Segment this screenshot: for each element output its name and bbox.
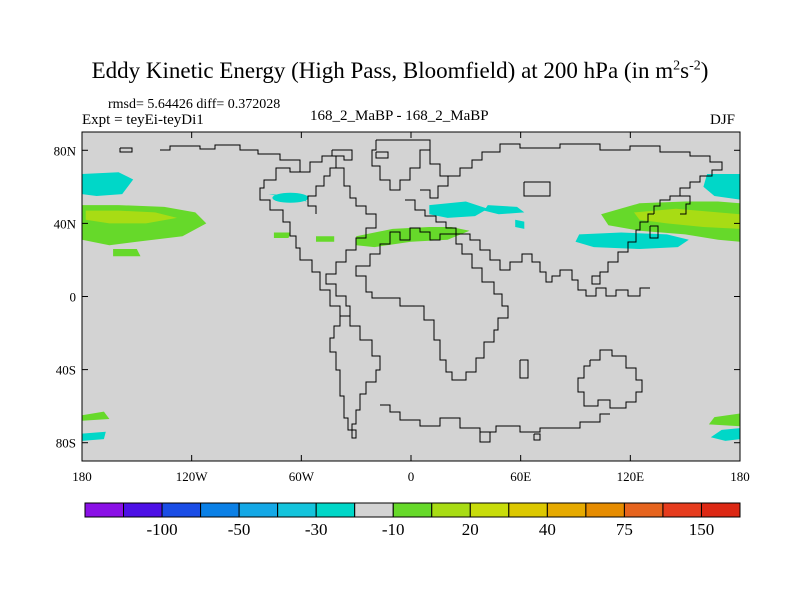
patch-asia-cyan (484, 205, 525, 215)
coast-alaska-canada (160, 144, 377, 317)
colorbar-box (508, 502, 548, 518)
lat-tick-label: 80S (56, 436, 76, 451)
lon-tick-label: 120W (176, 469, 209, 484)
coast-arabia-india (456, 233, 650, 297)
colorbar-box (200, 502, 240, 518)
lon-tick-label: 180 (72, 469, 92, 484)
expt-label: Expt = teyEi-teyDi1 (82, 112, 204, 128)
colorbar-label: -10 (382, 520, 405, 539)
coast-africa (355, 231, 509, 381)
map-axes: 180 120W 60W 0 60E 120E 180 80N 40N 0 40S 80S (54, 132, 750, 484)
patch-s-pacific-east-green (708, 413, 740, 427)
patch-s-pacific-west-green (82, 411, 110, 421)
colorbar-box (700, 502, 741, 518)
colorbar-box (277, 502, 317, 518)
title-sup2: -2 (689, 58, 701, 74)
colorbar-box (315, 502, 356, 518)
coast-antarctic-islet (479, 431, 491, 443)
coastlines (119, 139, 723, 443)
coast-madagascar (519, 359, 529, 379)
colorbar-label: -50 (228, 520, 251, 539)
coast-hudson-bay (300, 155, 337, 214)
patch-atlantic-green (356, 227, 470, 248)
coast-antarctica (380, 404, 610, 433)
patch-s-pacific-east-cyan (710, 428, 740, 441)
patch-n-pacific-west-yellowgreen (634, 208, 740, 229)
coast-se-asia (591, 275, 601, 285)
chart-title: Eddy Kinetic Energy (High Pass, Bloomfie… (0, 58, 800, 84)
coast-australia (577, 349, 643, 409)
patch-n-america-small-green (273, 232, 291, 238)
lon-tick-label: 60W (289, 469, 315, 484)
coast-japan (649, 225, 659, 239)
colorbar-box (662, 502, 702, 518)
title-sup1: 2 (673, 58, 681, 74)
coast-arctic-asia (448, 143, 723, 214)
colorbar: -100 -50 -30 -10 20 40 75 150 (84, 502, 741, 539)
coast-iceland (375, 151, 389, 159)
colorbar-box (354, 502, 394, 518)
colorbar-box (546, 502, 587, 518)
anomaly-patches (82, 172, 740, 441)
colorbar-box (161, 502, 202, 518)
title-s: s (680, 58, 690, 83)
colorbar-label: 75 (616, 520, 633, 539)
coast-scandinavia (420, 149, 449, 199)
lon-tick-label: 60E (510, 469, 531, 484)
comparison-label: 168_2_MaBP - 168_2_MaBP (310, 108, 489, 124)
lon-tick-label: 180 (730, 469, 750, 484)
patch-n-pacific-east-yellowgreen (85, 210, 177, 224)
colorbar-box (123, 502, 163, 518)
coast-arctic-island (119, 147, 133, 153)
coast-south-america (329, 315, 381, 439)
patch-europe-cyan (429, 201, 488, 218)
lon-tick-label: 0 (408, 469, 415, 484)
patch-atlantic-small-green (316, 236, 335, 242)
colorbar-label: 20 (462, 520, 479, 539)
map-background (82, 132, 740, 461)
patch-n-pacific-west-cyan (575, 232, 689, 249)
rmsd-stats: rmsd= 5.64426 diff= 0.372028 (108, 97, 281, 112)
title-close: ) (700, 58, 709, 83)
coast-kamchatka (680, 195, 691, 215)
colorbar-label: -100 (147, 520, 178, 539)
colorbar-box (623, 502, 664, 518)
coast-antarctic-islet-2 (533, 433, 541, 441)
lon-tick-label: 120E (617, 469, 645, 484)
lat-tick-label: 80N (54, 143, 77, 158)
patch-n-pacific-far-cyan (703, 174, 740, 200)
coast-baffin (331, 149, 353, 161)
colorbar-box (238, 502, 279, 518)
patch-n-pacific-east-cyan (82, 172, 134, 196)
colorbar-label: 150 (689, 520, 715, 539)
colorbar-box (392, 502, 433, 518)
lat-tick-label: 40S (56, 363, 76, 378)
season-label: DJF (710, 112, 736, 128)
coast-east-asia (599, 213, 654, 276)
lat-tick-label: 40N (54, 216, 77, 231)
coast-labrador (336, 167, 377, 220)
colorbar-label: 40 (539, 520, 556, 539)
patch-caspian-cyan (515, 219, 525, 229)
lat-tick-label: 0 (70, 290, 77, 305)
colorbar-box (585, 502, 625, 518)
patch-s-pacific-west-cyan (82, 431, 106, 441)
colorbar-box (469, 502, 510, 518)
patch-n-america-cyan-blob (272, 192, 309, 203)
colorbar-label: -30 (305, 520, 328, 539)
patch-n-pacific-small-green (113, 249, 141, 257)
colorbar-box (431, 502, 471, 518)
coast-europe (392, 199, 457, 241)
coast-caspian (523, 181, 551, 197)
colorbar-box (84, 502, 125, 518)
title-main: Eddy Kinetic Energy (High Pass, Bloomfie… (91, 58, 674, 83)
